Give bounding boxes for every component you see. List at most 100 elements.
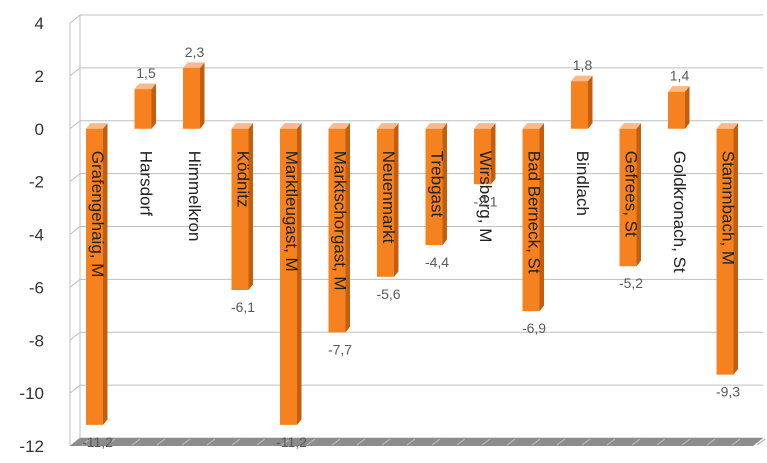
bar[interactable] (377, 128, 394, 277)
gridline-depth (69, 173, 81, 183)
gridline-depth (69, 278, 81, 288)
floor-hatch (531, 438, 541, 446)
floor-hatch (506, 438, 516, 446)
data-label: -5,2 (619, 275, 643, 291)
bar-side (636, 123, 641, 267)
data-label: -2,1 (473, 193, 497, 209)
gridline-depth (69, 67, 81, 77)
bar-top (668, 86, 690, 92)
data-label: 1,4 (670, 68, 690, 84)
floor-hatch (556, 438, 566, 446)
floor-hatch (631, 438, 641, 446)
floor-hatch (306, 438, 316, 446)
floor-hatch (256, 438, 266, 446)
data-label: -6,9 (522, 320, 546, 336)
bar[interactable] (571, 81, 588, 129)
bar[interactable] (280, 128, 297, 425)
y-tick-label: -6 (29, 278, 44, 297)
category-label: Bad Berneck, St (525, 151, 544, 274)
floor-hatch (606, 438, 616, 446)
category-label: Stammbach, M (719, 151, 738, 265)
category-label: Marktleugast, M (282, 151, 301, 272)
bar-side (394, 123, 399, 277)
bar-top (425, 123, 447, 129)
y-tick-label: 0 (35, 120, 44, 139)
y-tick-label: -10 (19, 384, 44, 403)
floor-hatch (331, 438, 341, 446)
bar-side (685, 86, 690, 129)
category-label: Marktschorgast, M (331, 151, 350, 291)
bar-top (328, 123, 350, 129)
bar[interactable] (619, 128, 637, 267)
y-tick-label: -12 (19, 437, 44, 456)
data-label: -5,6 (376, 286, 400, 302)
category-label: Wirsberg, M (476, 151, 495, 243)
floor-hatch (281, 438, 291, 446)
y-tick-label: -4 (29, 226, 44, 245)
gridline-depth (69, 226, 81, 235)
floor-hatch (656, 438, 666, 446)
data-label: 2,3 (185, 44, 205, 60)
bar-top (231, 123, 253, 129)
bar[interactable] (668, 91, 685, 129)
bar-top (522, 123, 544, 129)
bar-side (539, 123, 544, 312)
gridline-depth (69, 120, 81, 130)
bar-top (716, 123, 738, 129)
bar-top (377, 123, 399, 129)
bar-top (474, 123, 496, 129)
y-tick-label: -2 (29, 173, 44, 192)
bar-side (103, 123, 108, 425)
floor-hatch (481, 438, 491, 446)
floor-hatch (681, 438, 691, 446)
y-tick-label: -8 (29, 331, 44, 350)
floor-hatch (381, 438, 391, 446)
category-label: Goldkronach, St (670, 151, 689, 273)
category-label: Ködnitz (234, 151, 253, 208)
data-label: -7,7 (328, 341, 352, 357)
category-label: Harsdorf (137, 151, 156, 216)
category-label: Trebgast (428, 151, 447, 218)
bar[interactable] (231, 128, 249, 291)
floor-hatch (456, 438, 466, 446)
bar-side (442, 123, 447, 246)
category-label: Neuenmarkt (379, 151, 398, 244)
bar-top (571, 75, 593, 82)
bar[interactable] (425, 128, 443, 246)
bar[interactable] (328, 128, 346, 333)
category-label: Grafengehaig, M (88, 151, 107, 278)
data-label: -6,1 (231, 299, 255, 315)
data-label: 1,5 (136, 65, 156, 81)
bar-top (619, 123, 641, 129)
y-tick-label: 2 (35, 67, 44, 86)
floor-hatch (156, 438, 166, 446)
bar-top (86, 123, 108, 129)
bar[interactable] (474, 128, 491, 185)
bar-side (733, 123, 738, 375)
data-label: -11,2 (276, 434, 307, 450)
chart-floor (70, 438, 763, 446)
bar-side (588, 75, 593, 129)
category-label: Bindlach (573, 151, 592, 216)
bar-top (280, 123, 302, 129)
bar[interactable] (134, 89, 152, 129)
floor-hatch (181, 438, 191, 446)
gridline-depth (69, 384, 81, 394)
bar-side (151, 83, 156, 129)
floor-hatch (406, 438, 416, 446)
floor-hatch (756, 438, 766, 446)
floor-hatch (706, 438, 716, 446)
bar-side (297, 123, 302, 425)
category-label: Gefrees, St (622, 151, 641, 237)
bar[interactable] (716, 128, 734, 375)
floor-hatch (106, 438, 116, 446)
bar[interactable] (86, 128, 103, 425)
bar-side (248, 123, 253, 291)
bar[interactable] (522, 128, 540, 312)
data-label: -11,2 (82, 434, 113, 450)
bar[interactable] (183, 67, 200, 129)
bar-top (134, 83, 156, 90)
bar-side (345, 123, 350, 333)
